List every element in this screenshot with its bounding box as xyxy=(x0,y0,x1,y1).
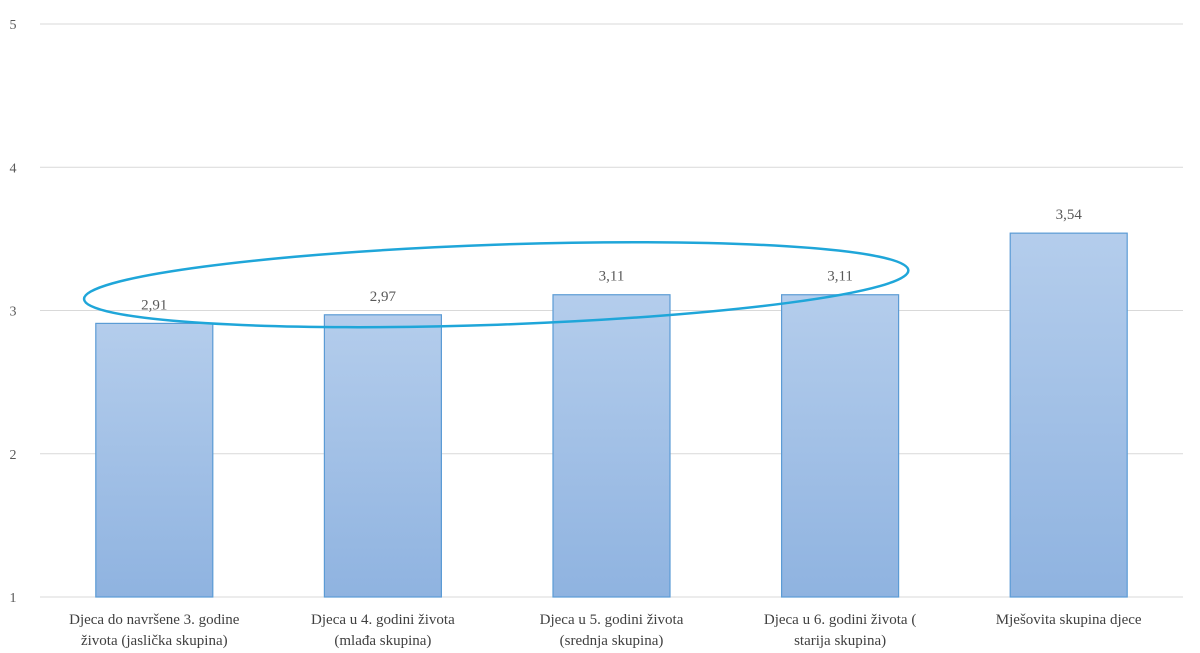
annotation-layer xyxy=(82,240,910,329)
data-label: 2,91 xyxy=(141,297,167,313)
y-tick-label: 1 xyxy=(10,591,17,606)
data-label: 3,11 xyxy=(599,269,625,285)
y-tick-label: 5 xyxy=(10,18,17,33)
bar xyxy=(1009,232,1128,598)
y-tick-label: 2 xyxy=(10,448,17,463)
bar xyxy=(552,294,671,598)
category-label: Djeca u 5. godini života xyxy=(540,612,684,628)
category-label: (mlađa skupina) xyxy=(334,633,431,649)
data-label: 2,97 xyxy=(370,289,397,305)
bar xyxy=(323,314,442,598)
bar xyxy=(95,322,214,598)
category-label: života (jaslička skupina) xyxy=(81,633,228,649)
category-label: Djeca do navršene 3. godine xyxy=(69,612,240,628)
category-label: Djeca u 6. godini života ( xyxy=(764,612,916,628)
category-label: starija skupina) xyxy=(794,633,886,649)
data-label: 3,54 xyxy=(1056,207,1083,223)
highlight-ellipse xyxy=(82,240,910,329)
bar xyxy=(780,294,900,598)
y-axis-ticks: 1 2 3 4 5 xyxy=(10,18,17,606)
category-label: (srednja skupina) xyxy=(560,633,664,649)
bars xyxy=(95,232,1128,598)
category-label: Mješovita skupina djece xyxy=(996,612,1142,628)
y-tick-label: 3 xyxy=(10,305,17,320)
category-label: Djeca u 4. godini života xyxy=(311,612,455,628)
data-labels: 2,91 2,97 3,11 3,11 3,54 xyxy=(141,207,1082,313)
category-labels: Djeca do navršene 3. godine života (jasli… xyxy=(69,612,1142,649)
y-tick-label: 4 xyxy=(10,161,17,176)
data-label: 3,11 xyxy=(827,269,853,285)
